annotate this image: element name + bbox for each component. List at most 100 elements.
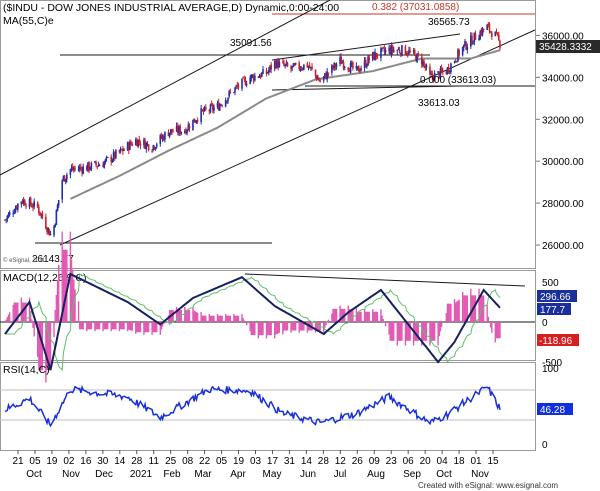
- macd-hist-bar-245: [404, 322, 407, 346]
- x-day-label-17: 14: [301, 456, 313, 467]
- x-day-label-12: 05: [216, 456, 228, 467]
- macd-hist-bar-273: [449, 303, 451, 322]
- candle-body-274: [450, 63, 452, 73]
- low-26143-label: 26143.77: [32, 254, 74, 265]
- macd-hist-bar-28: [48, 322, 51, 371]
- candle-body-79: [131, 144, 134, 146]
- candle-body-93: [154, 147, 157, 150]
- macd-hist-bar-104: [172, 309, 174, 322]
- macd-hist-bar-36: [62, 249, 65, 322]
- candle-body-75: [126, 142, 129, 151]
- candle-body-35: [61, 180, 64, 200]
- candle-body-30: [53, 226, 55, 236]
- macd-hist-bar-89: [147, 322, 150, 333]
- macd-hist-bar-294: [482, 295, 485, 322]
- fib-382-label: 0.382 (37031.0858): [372, 2, 459, 13]
- candle-body-53: [89, 168, 92, 170]
- candle-body-133: [220, 104, 222, 106]
- candle-body-173: [285, 62, 288, 65]
- candle-body-94: [155, 144, 158, 147]
- macd-hist-bar-204: [335, 308, 338, 322]
- candle-body-204: [335, 64, 338, 67]
- x-day-label-10: 08: [182, 456, 194, 467]
- candle-body-295: [486, 24, 488, 31]
- candle-body-302: [496, 33, 499, 36]
- candle-body-199: [327, 72, 330, 74]
- macd-hist-bar-84: [139, 322, 142, 333]
- macd-hist-bar-97: [161, 322, 164, 327]
- candle-body-277: [456, 61, 458, 63]
- macd-hist-bar-235: [388, 322, 390, 335]
- candle-body-120: [200, 108, 202, 123]
- macd-hist-bar-262: [431, 322, 433, 341]
- candle-body-272: [447, 67, 450, 73]
- macd-hist-bar-176: [291, 322, 293, 331]
- macd-hist-bar-42: [72, 269, 74, 322]
- macd-hist-bar-30: [53, 322, 55, 338]
- candle-body-299: [491, 32, 493, 37]
- macd-hist-bar-244: [401, 322, 403, 341]
- candle-body-241: [397, 49, 400, 51]
- candle-body-77: [129, 141, 131, 151]
- candle-body-86: [144, 140, 146, 149]
- candle-body-176: [291, 66, 293, 69]
- candle-body-297: [488, 23, 491, 31]
- candle-body-90: [151, 150, 153, 152]
- candle-body-104: [172, 131, 174, 133]
- x-month-label-3: 2021: [130, 469, 153, 480]
- candle-body-116: [193, 118, 195, 123]
- macd-hist-bar-177: [292, 322, 295, 331]
- macd-hist-bar-200: [331, 313, 333, 322]
- macd-hist-bar-298: [489, 322, 492, 328]
- candle-body-47: [80, 166, 82, 169]
- macd-hist-bar-1: [5, 319, 7, 322]
- macd-hist-bar-56: [95, 322, 97, 330]
- macd-hist-bar-114: [188, 309, 191, 322]
- candle-body-206: [340, 56, 343, 65]
- candle-body-69: [115, 150, 117, 158]
- candle-body-11: [21, 200, 24, 204]
- candle-body-265: [437, 71, 439, 73]
- x-month-label-12: Oct: [436, 469, 452, 480]
- macd-hist-bar-274: [450, 303, 452, 322]
- candle-body-33: [56, 205, 59, 211]
- candle-body-151: [250, 74, 253, 79]
- macd-hist-bar-237: [390, 322, 393, 341]
- candle-body-203: [334, 63, 337, 68]
- candle-body-43: [73, 169, 75, 171]
- macd-hist-bar-202: [333, 308, 335, 322]
- candle-body-21: [38, 207, 40, 213]
- channel-lower-line: [59, 29, 536, 246]
- macd-hist-bar-252: [415, 322, 417, 341]
- candle-body-178: [293, 64, 296, 66]
- candle-body-148: [244, 79, 247, 86]
- candle-body-170: [282, 61, 284, 63]
- candle-body-212: [349, 63, 352, 73]
- candle-body-155: [257, 76, 260, 78]
- candle-body-56: [95, 161, 97, 166]
- ma-legend-label: MA(55,C)e: [3, 15, 54, 27]
- x-day-label-18: 28: [318, 456, 330, 467]
- macd-hist-bar-196: [324, 322, 326, 328]
- macd-hist-bar-67: [112, 322, 115, 330]
- macd-hist-bar-288: [473, 295, 476, 322]
- macd-hist-bar-157: [259, 322, 262, 336]
- macd-hist-bar-291: [479, 295, 481, 322]
- macd-hist-bar-201: [332, 308, 334, 322]
- macd-hist-bar-238: [391, 322, 394, 341]
- candle-body-98: [162, 135, 165, 141]
- candle-body-236: [389, 47, 392, 54]
- macd-hist-bar-299: [491, 322, 493, 333]
- candle-body-244: [401, 45, 403, 56]
- macd-hist-bar-58: [97, 322, 100, 330]
- candle-body-66: [111, 159, 114, 163]
- candle-body-17: [31, 205, 33, 208]
- macd-hist-bar-228: [375, 311, 377, 322]
- candle-body-195: [322, 76, 325, 81]
- macd-hist-bar-48: [81, 322, 83, 330]
- candle-body-232: [382, 47, 385, 49]
- macd-hist-bar-216: [356, 311, 359, 322]
- macd-hist-bar-224: [368, 311, 370, 322]
- candle-body-58: [97, 164, 100, 167]
- candle-body-106: [176, 126, 179, 133]
